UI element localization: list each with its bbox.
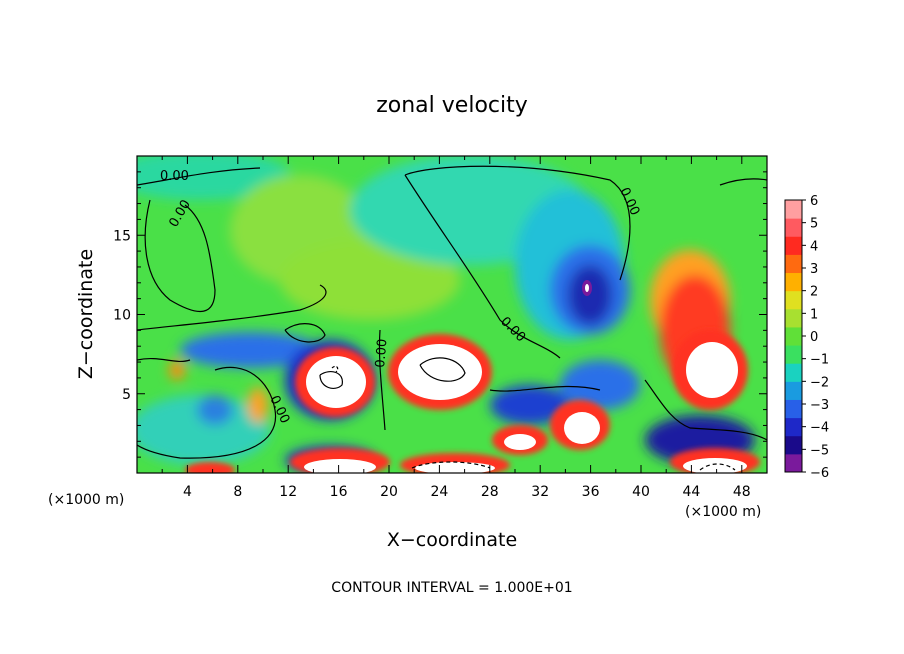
field-blob-orange-left-mid — [248, 387, 268, 423]
colorbar-swatch — [785, 218, 802, 237]
field-core-white-left — [306, 356, 366, 408]
colorbar-swatch — [785, 363, 802, 382]
contour-core-center — [419, 357, 466, 382]
colorbar-tick-label: −4 — [810, 421, 829, 436]
contour-label-5: 0.00 — [373, 338, 390, 368]
colorbar-swatch — [785, 453, 802, 473]
colorbar-swatch — [785, 308, 802, 328]
x-tick-label: 24 — [430, 484, 448, 500]
colorbar-swatch — [785, 326, 802, 346]
colorbar-swatch — [785, 417, 802, 437]
contour-dashed-left — [331, 365, 339, 373]
x-tick-label: 36 — [582, 484, 600, 500]
field-blob-cyan-top-left — [137, 156, 290, 200]
zero-contour-right-top — [719, 178, 767, 186]
x-tick-label: 4 — [183, 484, 192, 500]
field-core-white-bottom-left — [304, 459, 376, 473]
colorbar-tick-label: 0 — [810, 330, 818, 345]
contour-label-1: 0.00 — [160, 169, 189, 184]
colorbar-tick-label: −6 — [810, 466, 829, 481]
x-axis-label: X−coordinate — [387, 529, 517, 551]
zero-contour-left-loop — [144, 199, 216, 313]
colorbar-tick-label: 1 — [810, 307, 818, 322]
colorbar-tick-label: 5 — [810, 217, 818, 232]
y-tick-label: 15 — [113, 228, 131, 244]
zero-contour-top-left — [137, 167, 261, 186]
colorbar-tick-label: 2 — [810, 285, 818, 300]
y-tick-label: 5 — [122, 387, 131, 403]
contour-lines — [137, 165, 767, 471]
x-tick-label: 44 — [682, 484, 700, 500]
field-ring-red-bottom-far-left — [185, 462, 235, 473]
zero-contour-center-bottom — [489, 385, 601, 392]
zero-contour-left-bottom — [137, 366, 277, 459]
zero-contour-right-bottom — [644, 379, 767, 441]
y-axis-label: Z−coordinate — [75, 249, 97, 379]
colorbar-swatch — [785, 272, 802, 292]
field-blob-cyan-bottom-left — [137, 395, 270, 465]
field-core-white-bottom-center — [564, 412, 600, 444]
colorbar-swatch — [785, 381, 802, 400]
field-blob-orange-left-small — [169, 360, 185, 380]
x-tick-label: 48 — [733, 484, 751, 500]
chart-title: zonal velocity — [376, 93, 528, 118]
field-blob-yellowgreen-center — [280, 240, 460, 320]
colorbar-swatch — [785, 254, 802, 274]
field-core-white-upper-right — [585, 284, 589, 292]
colorbar: 6 5 4 3 2 1 0 −1 −2 −3 −4 −5 −6 — [784, 194, 829, 481]
colorbar-tick-label: −1 — [810, 353, 829, 368]
colorbar-swatch — [785, 290, 802, 310]
x-tick-label: 40 — [632, 484, 650, 500]
x-tick-label: 32 — [531, 484, 549, 500]
field-blob-blue-left-belt — [180, 332, 320, 368]
colorbar-swatch — [785, 200, 802, 219]
zero-contour-center-diagonal — [404, 174, 561, 359]
zero-contour-left-lower — [137, 357, 191, 363]
field-core-white-bottom-middle — [415, 462, 495, 473]
colorbar-tick-label: −5 — [810, 443, 829, 458]
colorbar-tick-label: 6 — [810, 194, 818, 209]
colorbar-tick-label: 4 — [810, 239, 818, 254]
footer-contour-interval: CONTOUR INTERVAL = 1.000E+01 — [331, 580, 572, 596]
x-tick-label: 20 — [380, 484, 398, 500]
x-tick-label: 16 — [330, 484, 348, 500]
field-core-white-bottom-center-left — [504, 434, 536, 450]
contour-core-left — [319, 371, 343, 389]
colorbar-swatch — [785, 345, 802, 364]
contour-dashed-bottom-right — [699, 463, 736, 471]
x-tick-label: 8 — [233, 484, 242, 500]
x-tick-label: 12 — [279, 484, 297, 500]
colorbar-tick-label: −3 — [810, 398, 829, 413]
colorbar-tick-label: 3 — [810, 262, 818, 277]
y-axis: 5 10 15 — [113, 171, 767, 458]
zero-contour-left-vertical — [378, 329, 386, 431]
colorbar-swatch — [785, 399, 802, 419]
zero-contour-top-right-loop — [404, 165, 631, 281]
x-axis-unit-left: (×1000 m) — [48, 492, 124, 508]
zero-contour-left-middle — [137, 284, 327, 331]
x-axis: 4 8 12 16 20 24 28 32 36 40 44 48 — [161, 156, 751, 500]
field-blob-blue-left-small — [197, 395, 233, 425]
field-blob-blue-center-right — [560, 360, 640, 410]
colorbar-swatch — [785, 435, 802, 455]
field-blob-blue-center-bottom — [490, 385, 570, 425]
contour-dashed-bottom-middle — [411, 461, 491, 469]
field-core-white-bottom-right — [683, 458, 747, 473]
heatmap-field: 0.00 0.00 0.00 0.00 0.00 0.00 — [137, 156, 767, 473]
colorbar-tick-label: −2 — [810, 375, 829, 390]
field-blob-darkblue-upper-right — [568, 265, 612, 325]
y-tick-label: 10 — [113, 308, 131, 324]
colorbar-swatch — [785, 236, 802, 255]
field-core-white-right — [686, 342, 738, 398]
zero-contour-center-small-loop — [284, 323, 326, 343]
x-tick-label: 28 — [481, 484, 499, 500]
x-axis-unit-right: (×1000 m) — [685, 504, 761, 520]
field-core-white-center — [398, 344, 482, 400]
